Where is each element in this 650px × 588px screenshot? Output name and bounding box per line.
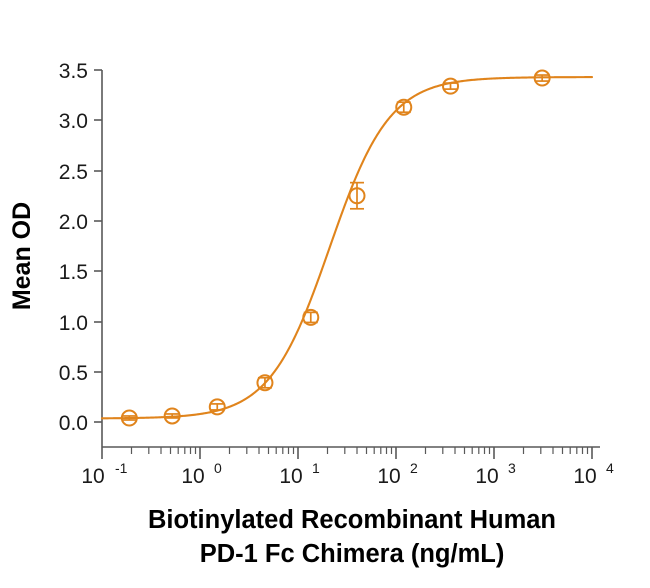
y-axis-tick-labels: 3.5 3.0 2.5 2.0 1.5 1.0 0.5 0.0	[59, 60, 88, 435]
data-point-marker	[348, 187, 366, 205]
x-tick-exp-2: 1	[312, 460, 320, 476]
y-tick-label-2-0: 2.0	[59, 211, 88, 234]
y-tick-label-1-0: 1.0	[59, 312, 88, 335]
y-tick-label-2-5: 2.5	[59, 161, 88, 184]
x-tick-label-1e0: 10 0	[181, 460, 222, 488]
x-tick-base-5: 10	[573, 465, 596, 488]
data-point-marker	[120, 409, 138, 427]
error-bar	[350, 181, 365, 210]
error-bar	[535, 74, 550, 82]
error-bar	[122, 415, 137, 421]
x-tick-label-1e4: 10 4	[573, 460, 614, 488]
x-axis-title-line2: PD-1 Fc Chimera (ng/mL)	[200, 540, 505, 568]
x-tick-base-3: 10	[377, 465, 400, 488]
fit-curve-line	[100, 76, 594, 420]
y-axis-title: Mean OD	[8, 202, 36, 310]
x-axis-title-line1: Biotinylated Recombinant Human	[148, 506, 556, 534]
x-axis-major-ticks	[101, 447, 593, 459]
x-tick-base-0: 10	[81, 465, 104, 488]
data-point-marker	[256, 374, 274, 392]
x-axis-tick-labels: 10 -1 10 0 10 1 10 2 10 3 10 4	[81, 460, 614, 488]
data-point-marker	[163, 407, 181, 425]
x-axis-minor-ticks	[130, 447, 589, 454]
x-tick-exp-0: -1	[115, 460, 128, 476]
y-tick-label-3-5: 3.5	[59, 60, 88, 83]
y-tick-label-0-0: 0.0	[59, 412, 88, 435]
data-point-marker	[208, 398, 226, 416]
x-tick-label-1e2: 10 2	[377, 460, 418, 488]
x-tick-label-1e1: 10 1	[279, 460, 320, 488]
data-point-markers-layer	[120, 69, 551, 427]
error-bar	[210, 403, 225, 411]
y-axis-ticks	[94, 69, 102, 423]
y-tick-label-3-0: 3.0	[59, 110, 88, 133]
x-tick-label-1e-1: 10 -1	[81, 460, 127, 488]
error-bar	[443, 82, 458, 90]
x-tick-label-1e3: 10 3	[475, 460, 516, 488]
data-point-marker	[442, 77, 460, 95]
x-tick-exp-4: 3	[508, 460, 516, 476]
x-tick-exp-1: 0	[214, 460, 222, 476]
y-tick-label-0-5: 0.5	[59, 362, 88, 385]
data-point-marker	[302, 308, 320, 326]
x-tick-base-2: 10	[279, 465, 302, 488]
x-tick-exp-3: 2	[410, 460, 418, 476]
x-tick-exp-5: 4	[606, 460, 614, 476]
x-tick-base-1: 10	[181, 465, 204, 488]
y-tick-label-1-5: 1.5	[59, 261, 88, 284]
x-tick-base-4: 10	[475, 465, 498, 488]
error-bar	[165, 413, 180, 419]
data-point-marker	[533, 69, 551, 87]
data-point-marker	[395, 98, 413, 116]
